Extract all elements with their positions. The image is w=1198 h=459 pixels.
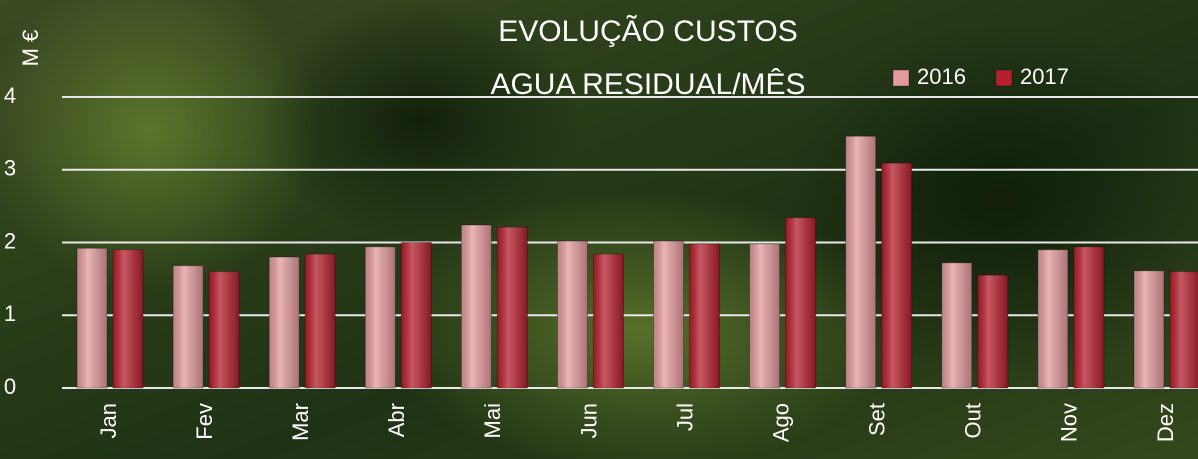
x-tick-label: Ago [768,403,793,442]
y-tick-label: 1 [4,301,16,326]
bar [846,136,876,388]
y-tick-label: 3 [4,156,16,181]
bar [497,227,527,388]
y-axis-label: M € [18,30,43,67]
bar [978,275,1008,388]
bar [654,241,684,388]
legend-label: 2017 [1020,64,1069,89]
bar [786,218,816,388]
x-tick-label: Jun [576,403,601,438]
bar [882,163,912,388]
bar [113,250,143,388]
x-tick-label: Jan [96,403,121,438]
x-tick-label: Out [961,403,986,438]
y-tick-label: 4 [4,83,16,108]
bar [77,248,107,388]
bar [173,266,203,388]
bar [1134,271,1164,388]
bar [269,257,299,388]
y-tick-label: 0 [4,374,16,399]
x-tick-label: Fev [192,403,217,440]
chart: EVOLUÇÃO CUSTOS AGUA RESIDUAL/MÊS M € 0 1… [0,0,1198,459]
chart-title: EVOLUÇÃO CUSTOS [498,14,798,48]
x-tick-label: Dez [1153,403,1178,442]
bar [690,244,720,388]
bar [1170,272,1198,388]
x-tick-label: Set [865,403,890,436]
bar [750,244,780,388]
x-tick-label: Mai [480,403,505,438]
x-tick-label: Mar [288,403,313,441]
bar [557,241,587,388]
y-tick-label: 2 [4,228,16,253]
x-tick-label: Nov [1057,403,1082,442]
bar [942,263,972,388]
legend-swatch [893,70,909,86]
legend-label: 2016 [917,64,966,89]
x-tick-label: Jul [672,403,697,431]
bar [365,247,395,388]
bar [593,254,623,388]
bar [1038,250,1068,388]
x-tick-label: Abr [384,403,409,437]
bar [461,225,491,388]
bar [209,272,239,388]
bar [1074,247,1104,388]
bar [401,243,431,389]
chart-title: AGUA RESIDUAL/MÊS [490,68,805,101]
bar [305,254,335,388]
legend-swatch [996,70,1012,86]
